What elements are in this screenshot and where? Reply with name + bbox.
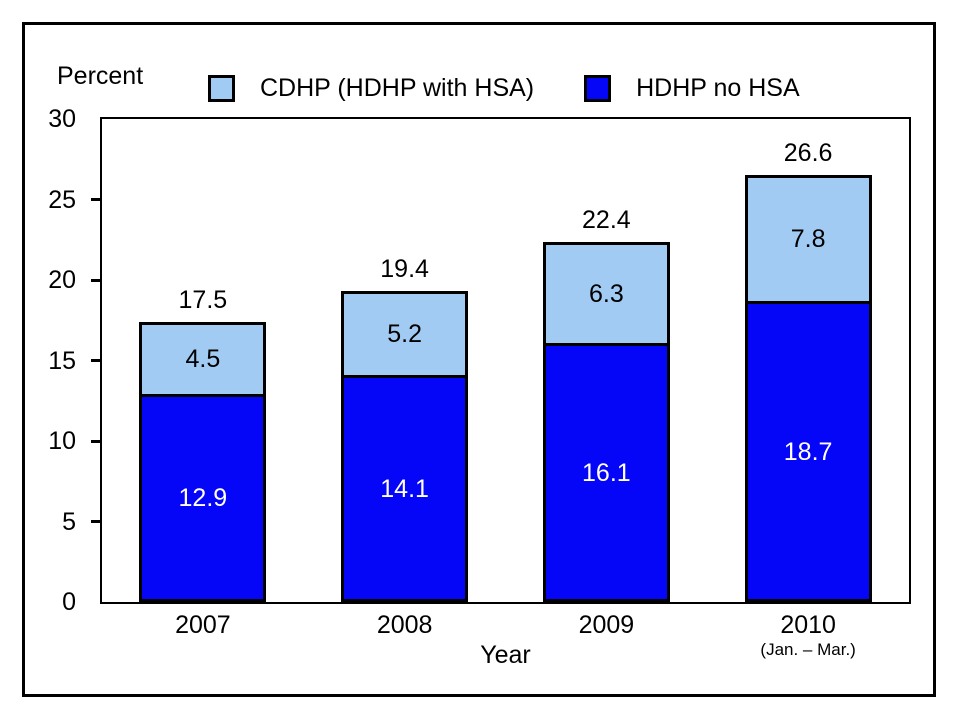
bar-value-label-cdhp: 5.2 (387, 320, 422, 348)
bar-segment-cdhp-2010: 7.8 (747, 178, 869, 304)
legend-swatch-hdhp-icon (584, 75, 612, 102)
chart-outer-frame (22, 22, 936, 697)
bar-value-label-cdhp: 4.5 (185, 345, 221, 373)
bar-2007: 4.5 12.9 (139, 322, 267, 602)
legend-swatch-cdhp-icon (208, 75, 235, 102)
bar-2010: 7.8 18.7 (744, 175, 872, 602)
bar-value-label-cdhp: 7.8 (790, 225, 826, 253)
bar-value-label-hdhp: 14.1 (380, 474, 429, 503)
bar-2009: 6.3 16.1 (542, 242, 670, 602)
bar-value-label-hdhp: 12.9 (178, 484, 228, 512)
legend-label-cdhp: CDHP (HDHP with HSA) (260, 74, 535, 102)
legend-item-hdhp: HDHP no HSA (584, 74, 800, 103)
bar-segment-cdhp-2009: 6.3 (545, 245, 667, 346)
bar-value-label-hdhp: 18.7 (783, 437, 833, 466)
legend-label-hdhp: HDHP no HSA (636, 74, 800, 102)
y-axis-title: Percent (57, 62, 144, 90)
bar-value-label-cdhp: 6.3 (588, 279, 624, 308)
legend: CDHP (HDHP with HSA) HDHP no HSA (208, 74, 800, 103)
bar-segment-cdhp-2008: 5.2 (344, 294, 466, 378)
plot-area: 4.5 12.9 5.2 14.1 6.3 16.1 7.8 18.7 (100, 117, 911, 604)
bar-2008: 5.2 14.1 (341, 291, 469, 602)
legend-item-cdhp: CDHP (HDHP with HSA) (208, 74, 534, 103)
bar-segment-cdhp-2007: 4.5 (142, 325, 264, 397)
x-axis-title: Year (480, 641, 531, 669)
bar-value-label-hdhp: 16.1 (582, 458, 631, 487)
